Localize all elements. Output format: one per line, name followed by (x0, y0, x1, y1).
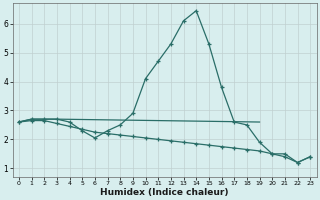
X-axis label: Humidex (Indice chaleur): Humidex (Indice chaleur) (100, 188, 229, 197)
